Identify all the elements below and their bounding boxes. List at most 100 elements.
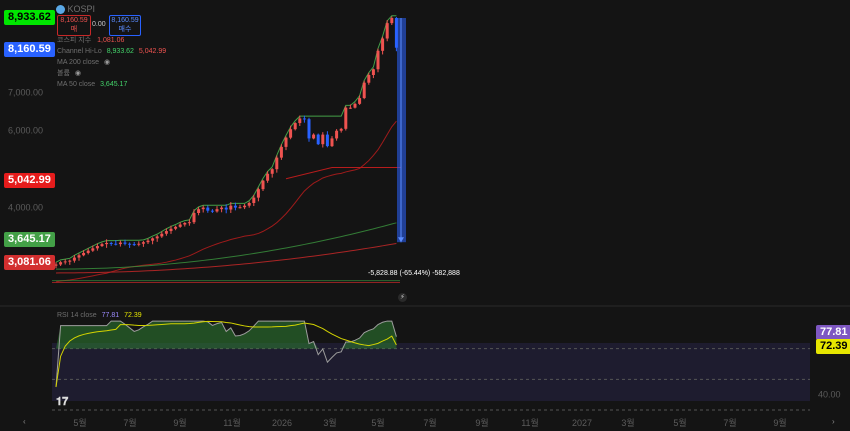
candle-body	[164, 231, 168, 234]
scroll-left-icon[interactable]: ‹	[23, 417, 26, 426]
candle-body	[270, 169, 274, 174]
moving-average-lines	[52, 15, 401, 284]
buy-price: 8,160.59	[111, 17, 139, 24]
legend-row-5[interactable]: MA 50 close 3,645.17	[57, 79, 127, 91]
legend-row-4[interactable]: 볼륨 ◉	[57, 68, 81, 80]
legend-row-1[interactable]: 코스피 지수 1,081.06	[57, 35, 124, 47]
x-tick-label: 9월	[475, 417, 488, 428]
price-tag-ma300: 3,081.06	[4, 255, 55, 270]
candles	[54, 16, 398, 269]
candle-body	[381, 38, 385, 51]
legend-row-1-name: 코스피 지수	[57, 37, 92, 44]
candle-body	[330, 138, 334, 147]
rsi-ma-tag: 72.39	[816, 339, 850, 354]
globe-icon	[56, 5, 65, 15]
candle-body	[289, 129, 293, 138]
candle-body	[68, 260, 72, 262]
legend-row-5-name: MA 50 close	[57, 81, 96, 88]
candle-body	[261, 180, 265, 190]
buy-button[interactable]: 8,160.59 매수	[109, 15, 141, 36]
y-tick-label: 7,000.00	[8, 87, 43, 97]
y-axis-ticks: 7,000.00 6,000.00 4,000.00 40.00	[8, 87, 841, 399]
candle-body	[109, 242, 113, 244]
rsi-legend[interactable]: RSI 14 close 77.81 72.39	[57, 310, 142, 322]
x-tick-label: 7월	[423, 417, 436, 428]
ma300-line	[55, 242, 397, 274]
x-tick-label: 7월	[123, 417, 136, 428]
candle-body	[141, 242, 145, 244]
legend-row-2[interactable]: Channel Hi-Lo 8,933.62 5,042.99	[57, 46, 166, 58]
rsi-band	[52, 343, 810, 401]
measure-tool	[397, 18, 406, 243]
candle-body	[307, 119, 311, 139]
candle-body	[63, 261, 67, 263]
lightning-icon[interactable]: ⚡	[398, 293, 407, 302]
candle-body	[197, 209, 201, 213]
rsi-legend-value-a: 77.81	[101, 312, 120, 319]
tradingview-logo: 𝟏𝟕	[56, 396, 69, 408]
symbol-icon[interactable]: KOSPI	[56, 3, 95, 15]
x-tick-label: 9월	[173, 417, 186, 428]
candle-body	[206, 207, 210, 211]
x-axis-labels: 5월 7월 9월 11월 2026 3월 5월 7월 9월 11월 2027 3월 5월 7월 9월	[73, 417, 786, 428]
candle-body	[275, 157, 279, 170]
candle-body	[146, 240, 150, 243]
candle-body	[54, 264, 58, 266]
candle-body	[201, 207, 205, 210]
candle-body	[82, 252, 86, 256]
candle-body	[279, 146, 283, 158]
candle-body	[385, 23, 389, 39]
candle-body	[91, 248, 95, 251]
candle-body	[114, 243, 118, 245]
candle-body	[266, 173, 270, 181]
candle-body	[118, 242, 122, 245]
price-tag-channel-high: 8,933.62	[4, 10, 55, 25]
ma50-line	[55, 120, 397, 283]
legend-row-5-value: 3,645.17	[100, 81, 128, 88]
scroll-right-icon[interactable]: ›	[832, 417, 835, 426]
candle-body	[376, 50, 380, 70]
sell-button[interactable]: 8,160.59 매	[57, 15, 91, 36]
rsi-line	[55, 320, 397, 388]
x-tick-label: 11월	[223, 417, 241, 428]
legend-row-3[interactable]: MA 200 close ◉	[57, 57, 110, 69]
candle-body	[183, 222, 187, 225]
candle-body	[252, 197, 256, 203]
candle-body	[348, 107, 352, 109]
candle-body	[174, 226, 178, 229]
measure-arrow-head	[398, 237, 404, 243]
measure-label: -5,828.88 (-65.44%) -582,888	[368, 270, 460, 277]
candle-body	[192, 212, 196, 223]
candle-body	[284, 137, 288, 147]
x-tick-label: 5월	[73, 417, 86, 428]
rsi-lines	[55, 320, 397, 388]
rsi-legend-value-b: 72.39	[124, 312, 142, 319]
x-tick-label: 7월	[723, 417, 736, 428]
legend-row-2-value-b: 5,042.99	[138, 48, 167, 55]
candle-body	[160, 233, 164, 237]
candle-body	[210, 210, 214, 212]
candle-body	[362, 82, 366, 99]
price-tag-channel-low: 5,042.99	[4, 173, 55, 188]
candle-body	[302, 118, 306, 120]
eye-icon[interactable]: ◉	[74, 70, 81, 77]
x-tick-label: 2026	[272, 418, 292, 428]
candle-body	[238, 207, 242, 209]
y-tick-label: 6,000.00	[8, 126, 43, 136]
legend-row-2-name: Channel Hi-Lo	[57, 48, 102, 55]
legend-row-2-value-a: 8,933.62	[106, 48, 134, 55]
candle-body	[344, 107, 348, 129]
symbol-badge: KOSPI	[67, 4, 96, 14]
rsi-legend-name: RSI 14 close	[57, 312, 97, 319]
candle-body	[151, 238, 155, 241]
candle-body	[105, 242, 109, 245]
rsi-tag: 77.81	[816, 325, 850, 340]
channel-low-line	[285, 167, 401, 180]
x-tick-label: 5월	[371, 417, 384, 428]
eye-icon[interactable]: ◉	[103, 59, 111, 66]
candle-body	[155, 236, 159, 239]
legend-row-1-value: 1,081.06	[97, 37, 125, 44]
rsi-ma-line	[55, 320, 397, 388]
rsi-tick-label: 40.00	[818, 390, 841, 400]
